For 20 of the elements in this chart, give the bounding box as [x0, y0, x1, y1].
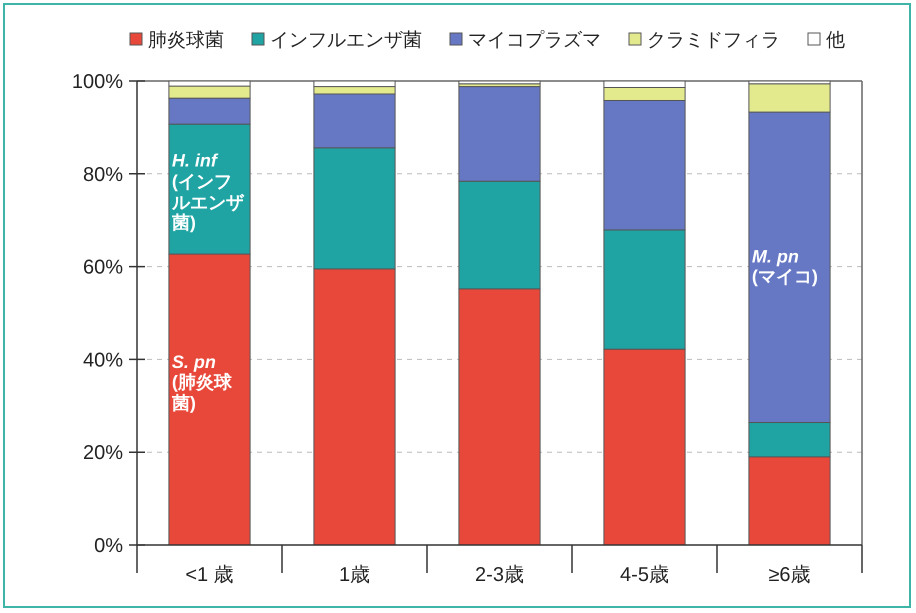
annotation: S. pn (肺炎球菌) [172, 352, 233, 414]
legend-label: マイコプラズマ [468, 30, 601, 51]
x-tick-label: 2-3歳 [475, 564, 524, 586]
y-tick-label: 20% [82, 442, 124, 464]
y-tick-label: 0% [94, 535, 124, 557]
y-tick-label: 40% [82, 349, 124, 372]
legend-label: 肺炎球菌 [148, 30, 224, 51]
y-tick-label: 80% [82, 164, 124, 186]
x-tick-label: 4-5歳 [620, 564, 669, 586]
x-tick-label: ≥6歳 [768, 564, 811, 586]
y-tick-label: 100% [72, 71, 124, 93]
annotation: M. pn (マイコ) [752, 246, 819, 288]
x-tick-label: 1歳 [338, 564, 370, 586]
y-tick-label: 60% [82, 256, 124, 279]
annotation: H. inf (インフルエンザ菌) [172, 150, 246, 234]
legend-label: インフルエンザ菌 [270, 30, 422, 51]
bar [458, 80, 541, 84]
legend-label: クラミドフィラ [647, 30, 780, 51]
legend-label: 他 [826, 30, 845, 51]
x-tick-label: <1 歳 [185, 564, 234, 586]
